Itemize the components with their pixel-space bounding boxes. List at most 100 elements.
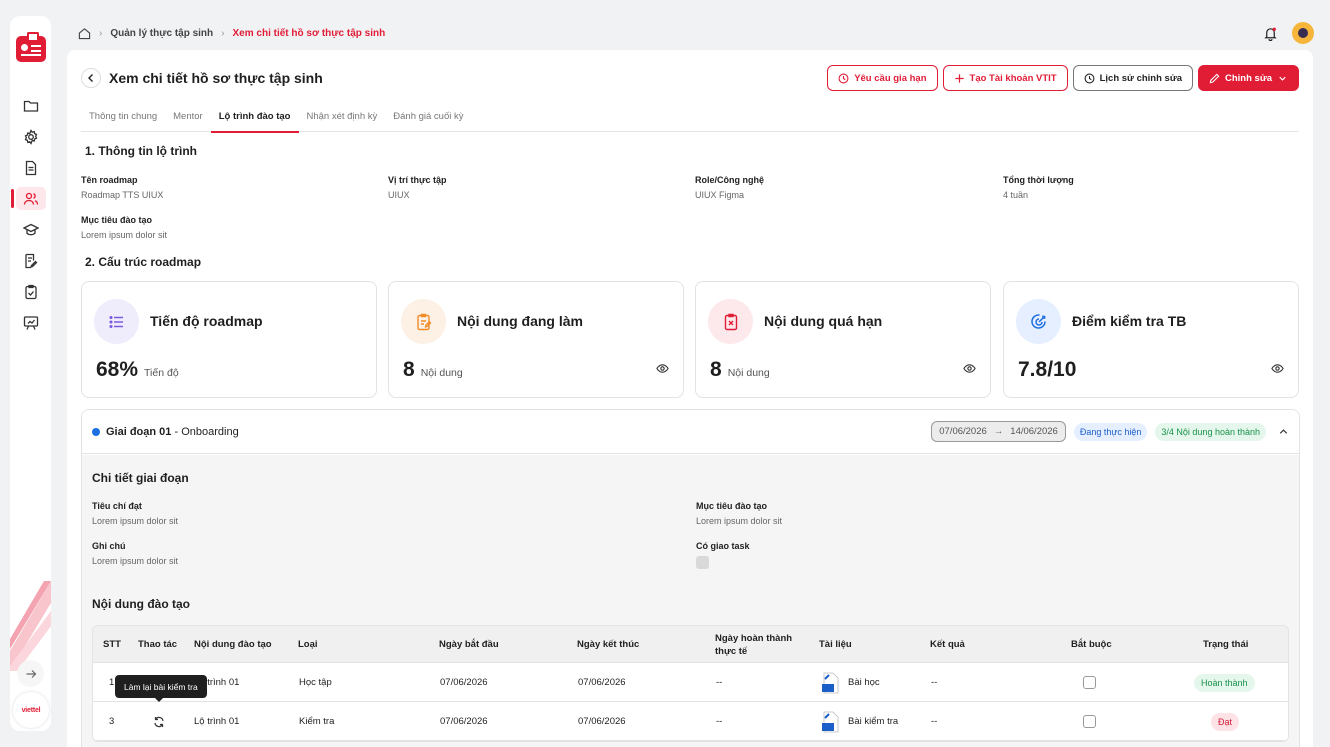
sidebar-item-report[interactable] <box>16 249 46 272</box>
retake-test-tooltip: Làm lại bài kiểm tra <box>115 675 207 702</box>
stat-title: Nội dung quá hạn <box>764 313 883 329</box>
edit-history-button[interactable]: Lịch sử chỉnh sửa <box>1072 65 1193 91</box>
document-link[interactable]: Bài học <box>848 677 880 688</box>
view-overdue-button[interactable] <box>963 362 976 380</box>
sidebar-item-tasks[interactable] <box>16 280 46 303</box>
tab-general-info[interactable]: Thông tin chung <box>89 111 158 122</box>
col-document: Tài liệu <box>819 639 852 650</box>
cell-end: 07/06/2026 <box>578 677 626 688</box>
sidebar-item-education[interactable] <box>16 218 46 241</box>
cell-start: 07/06/2026 <box>440 716 488 727</box>
section-roadmap-info-title: 1. Thông tin lộ trình <box>85 144 197 158</box>
sidebar-decoration <box>10 581 51 671</box>
phase-name: Giai đoạn 01 <box>106 425 172 438</box>
phase-progress-badge: 3/4 Nội dung hoàn thành <box>1155 422 1266 441</box>
sidebar-item-users[interactable] <box>10 187 46 210</box>
breadcrumb: › Quản lý thực tập sinh › Xem chi tiết h… <box>78 27 385 40</box>
field-value: Lorem ipsum dolor sit <box>81 230 168 240</box>
phase-date-end: 14/06/2026 <box>1010 426 1058 437</box>
edit-button[interactable]: Chỉnh sửa <box>1198 65 1299 91</box>
list-icon <box>94 299 139 344</box>
phase-panel: Giai đoạn 01 - Onboarding 07/06/2026 → 1… <box>81 409 1300 747</box>
table-header: STT Thao tác Nội dung đào tạo Loại Ngày … <box>93 626 1288 663</box>
stat-title: Điểm kiểm tra TB <box>1072 313 1187 329</box>
stat-value: 8 <box>710 358 722 381</box>
bell-icon <box>1264 27 1277 41</box>
phase-body: Chi tiết giai đoạn Tiêu chí đạt Lorem ip… <box>82 455 1299 747</box>
create-account-button[interactable]: Tạo Tài khoản VTIT <box>942 65 1068 91</box>
stat-value: 68% <box>96 358 139 381</box>
breadcrumb-intern-management[interactable]: Quản lý thực tập sinh <box>110 27 214 39</box>
cell-result: -- <box>931 716 938 727</box>
document-link[interactable]: Bài kiểm tra <box>848 716 899 727</box>
eye-icon <box>656 364 669 373</box>
eye-icon <box>1271 364 1284 373</box>
stat-card-in-progress: Nội dung đang làm 8 Nội dung <box>388 281 684 398</box>
page-title: Xem chi tiết hồ sơ thực tập sinh <box>109 70 323 86</box>
cell-document[interactable]: Bài học <box>820 663 880 702</box>
tab-periodic-review[interactable]: Nhận xét định kỳ <box>306 111 378 122</box>
sidebar-expand-button[interactable] <box>17 660 44 687</box>
document-icon <box>25 160 36 175</box>
viettel-logo: viettel <box>13 692 49 728</box>
cell-start: 07/06/2026 <box>440 677 488 688</box>
chevron-left-icon <box>88 74 93 82</box>
back-button[interactable] <box>81 68 101 88</box>
stat-value: 7.8/10 <box>1018 358 1077 381</box>
col-content: Nội dung đào tạo <box>194 639 272 650</box>
chevron-up-icon <box>1279 429 1288 434</box>
view-in-progress-button[interactable] <box>656 362 669 380</box>
sidebar: viettel <box>10 16 51 731</box>
cell-actual: -- <box>716 677 723 688</box>
tab-training-roadmap[interactable]: Lộ trình đào tạo <box>210 108 299 133</box>
avatar[interactable] <box>1292 22 1314 44</box>
home-icon <box>78 27 91 39</box>
notification-button[interactable] <box>1263 26 1278 41</box>
clipboard-x-icon <box>708 299 753 344</box>
phase-header[interactable]: Giai đoạn 01 - Onboarding 07/06/2026 → 1… <box>82 410 1299 454</box>
request-extension-button[interactable]: Yêu cầu gia hạn <box>827 65 938 91</box>
field-label: Có giao task <box>696 541 750 551</box>
cell-type: Học tập <box>299 677 332 688</box>
table-row: 1 Lộ trình 01 Học tập 07/06/2026 07/06/2… <box>93 663 1288 702</box>
collapse-phase-button[interactable] <box>1274 426 1289 437</box>
breadcrumb-home[interactable] <box>78 27 91 40</box>
app-logo-icon <box>15 32 46 62</box>
header-actions: Yêu cầu gia hạn Tạo Tài khoản VTIT Lịch … <box>827 65 1299 91</box>
phase-date-range: 07/06/2026 → 14/06/2026 <box>931 421 1066 442</box>
plus-icon <box>954 73 964 83</box>
folder-icon <box>23 100 38 112</box>
sidebar-item-folder[interactable] <box>16 94 46 117</box>
phase-date-start: 07/06/2026 <box>939 426 987 437</box>
view-score-button[interactable] <box>1271 362 1284 380</box>
cell-type: Kiểm tra <box>299 716 335 727</box>
status-badge: Hoàn thành <box>1194 673 1255 692</box>
field-label: Tên roadmap <box>81 175 138 185</box>
cell-status: Hoàn thành <box>1194 663 1255 702</box>
sidebar-item-presentation[interactable] <box>16 311 46 334</box>
required-checkbox[interactable] <box>1083 715 1096 728</box>
field-label: Tổng thời lượng <box>1003 175 1074 185</box>
page-header: Xem chi tiết hồ sơ thực tập sinh Yêu cầu… <box>81 65 1299 91</box>
clipboard-edit-icon <box>401 299 446 344</box>
field-value: Lorem ipsum dolor sit <box>696 516 783 526</box>
cell-status: Đạt <box>1211 702 1240 741</box>
sidebar-item-documents[interactable] <box>16 156 46 179</box>
topbar: › Quản lý thực tập sinh › Xem chi tiết h… <box>78 22 1314 44</box>
cell-actual: -- <box>716 716 723 727</box>
stat-value-wrap: 8 Nội dung <box>710 358 770 382</box>
file-word-icon <box>822 711 839 732</box>
stat-title: Tiến độ roadmap <box>150 313 263 329</box>
sidebar-item-settings[interactable] <box>16 125 46 148</box>
edit-label: Chỉnh sửa <box>1225 72 1272 84</box>
required-checkbox[interactable] <box>1083 676 1096 689</box>
col-end-date: Ngày kết thúc <box>577 639 640 650</box>
tab-final-evaluation[interactable]: Đánh giá cuối kỳ <box>393 111 464 122</box>
cell-document[interactable]: Bài kiểm tra <box>820 702 898 741</box>
chevron-down-icon <box>1279 76 1286 81</box>
field-value: Lorem ipsum dolor sit <box>92 516 179 526</box>
retake-test-button[interactable] <box>153 702 165 741</box>
tab-mentor[interactable]: Mentor <box>173 111 203 122</box>
field-label: Role/Công nghệ <box>695 175 764 185</box>
col-result: Kết quả <box>930 639 965 650</box>
